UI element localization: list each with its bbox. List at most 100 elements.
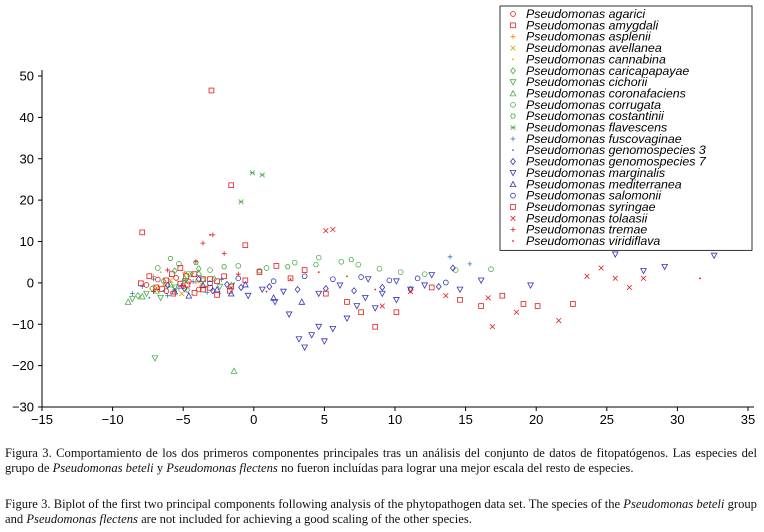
data-point [204,289,210,295]
data-point [157,294,165,302]
data-point [128,296,136,303]
data-point [284,264,291,270]
caption-es-text-2: y [153,461,167,476]
data-point [233,282,235,285]
data-point [139,229,146,236]
data-point [379,303,385,309]
data-point [323,290,329,297]
data-point [195,275,202,283]
caption-es-species-2: Pseudomonas flectens [166,461,278,476]
data-point [185,292,193,299]
data-point [210,232,216,238]
data-point [177,280,184,287]
data-point [256,269,263,275]
data-point [457,297,463,303]
data-point [313,262,319,268]
data-point [259,172,265,178]
series-20 [209,233,701,293]
data-point [170,290,177,297]
data-point [221,251,227,256]
data-point [173,275,179,281]
data-point [348,257,355,263]
data-point [315,323,323,331]
data-point [485,295,491,301]
data-point [138,280,144,287]
data-point [392,297,400,304]
data-point [570,301,576,307]
legend-marker [510,102,516,108]
legend-label: Pseudomonas cichorii [526,75,648,89]
data-point [165,267,171,273]
series-8 [154,254,494,277]
data-point [151,276,156,282]
data-point [456,286,464,294]
caption-en-text-3: are not included for achieving a good sc… [137,512,472,527]
data-point [351,287,357,295]
y-tick-label: 0 [27,275,34,290]
legend-label: Pseudomonas cannabina [526,52,666,66]
data-point [489,324,496,330]
data-point [513,309,520,315]
data-point [143,282,150,288]
x-tick-label: 5 [321,412,328,427]
data-point [190,279,196,285]
legend-marker [510,136,516,142]
data-point [263,265,270,271]
data-point [295,336,303,343]
series-3 [153,272,205,297]
legend-marker [509,79,517,86]
legend-label: Pseudomonas agarici [526,7,646,21]
caption-es-species-1: Pseudomonas beteli [52,461,154,476]
data-point [213,285,221,293]
x-tick-label: 30 [670,412,684,427]
data-point [177,265,184,271]
legend-label: Pseudomonas asplenii [526,30,652,44]
data-point [270,278,277,285]
y-tick-label: −30 [12,400,34,415]
data-point [534,303,541,309]
caption-es-text-1: Figura 3. Comportamiento de los dos prim… [5,446,757,476]
series-9 [167,255,355,274]
data-point [338,258,345,265]
x-tick-label: 20 [529,412,543,427]
data-point [238,283,245,292]
data-point [162,289,165,292]
data-point [556,317,562,324]
data-point [329,326,337,333]
caption-en-text-2: group and [5,497,757,527]
data-point [193,279,199,285]
legend-label: Pseudomonas genomospecies 3 [526,143,706,157]
data-point [298,298,306,305]
data-point [195,286,202,293]
data-point [193,260,199,266]
data-point [230,286,233,289]
legend-marker [512,149,514,152]
data-point [200,240,206,246]
data-point [397,269,404,275]
data-point [640,275,647,282]
data-point [447,254,453,260]
data-point [477,277,485,285]
data-point [273,263,280,269]
data-point [374,288,377,291]
data-point [184,286,191,294]
legend-label: Pseudomonas viridiflava [526,234,660,248]
y-tick-label: −10 [12,317,34,332]
data-point [216,283,224,291]
data-point [355,261,362,268]
data-point [699,277,701,280]
data-point [611,251,619,258]
legend-marker [512,240,514,242]
data-point [227,289,235,297]
data-point [181,285,188,293]
caption-en-species-2: Pseudomonas flectens [26,512,138,527]
series-1 [139,87,249,296]
data-point [346,275,348,278]
legend-label: Pseudomonas caricapapayae [526,64,689,78]
legend-label: Pseudomonas corrugata [526,98,661,112]
data-point [207,276,213,282]
legend-label: Pseudomonas tolaasii [526,211,648,225]
data-point [235,275,242,282]
data-point [207,267,213,273]
